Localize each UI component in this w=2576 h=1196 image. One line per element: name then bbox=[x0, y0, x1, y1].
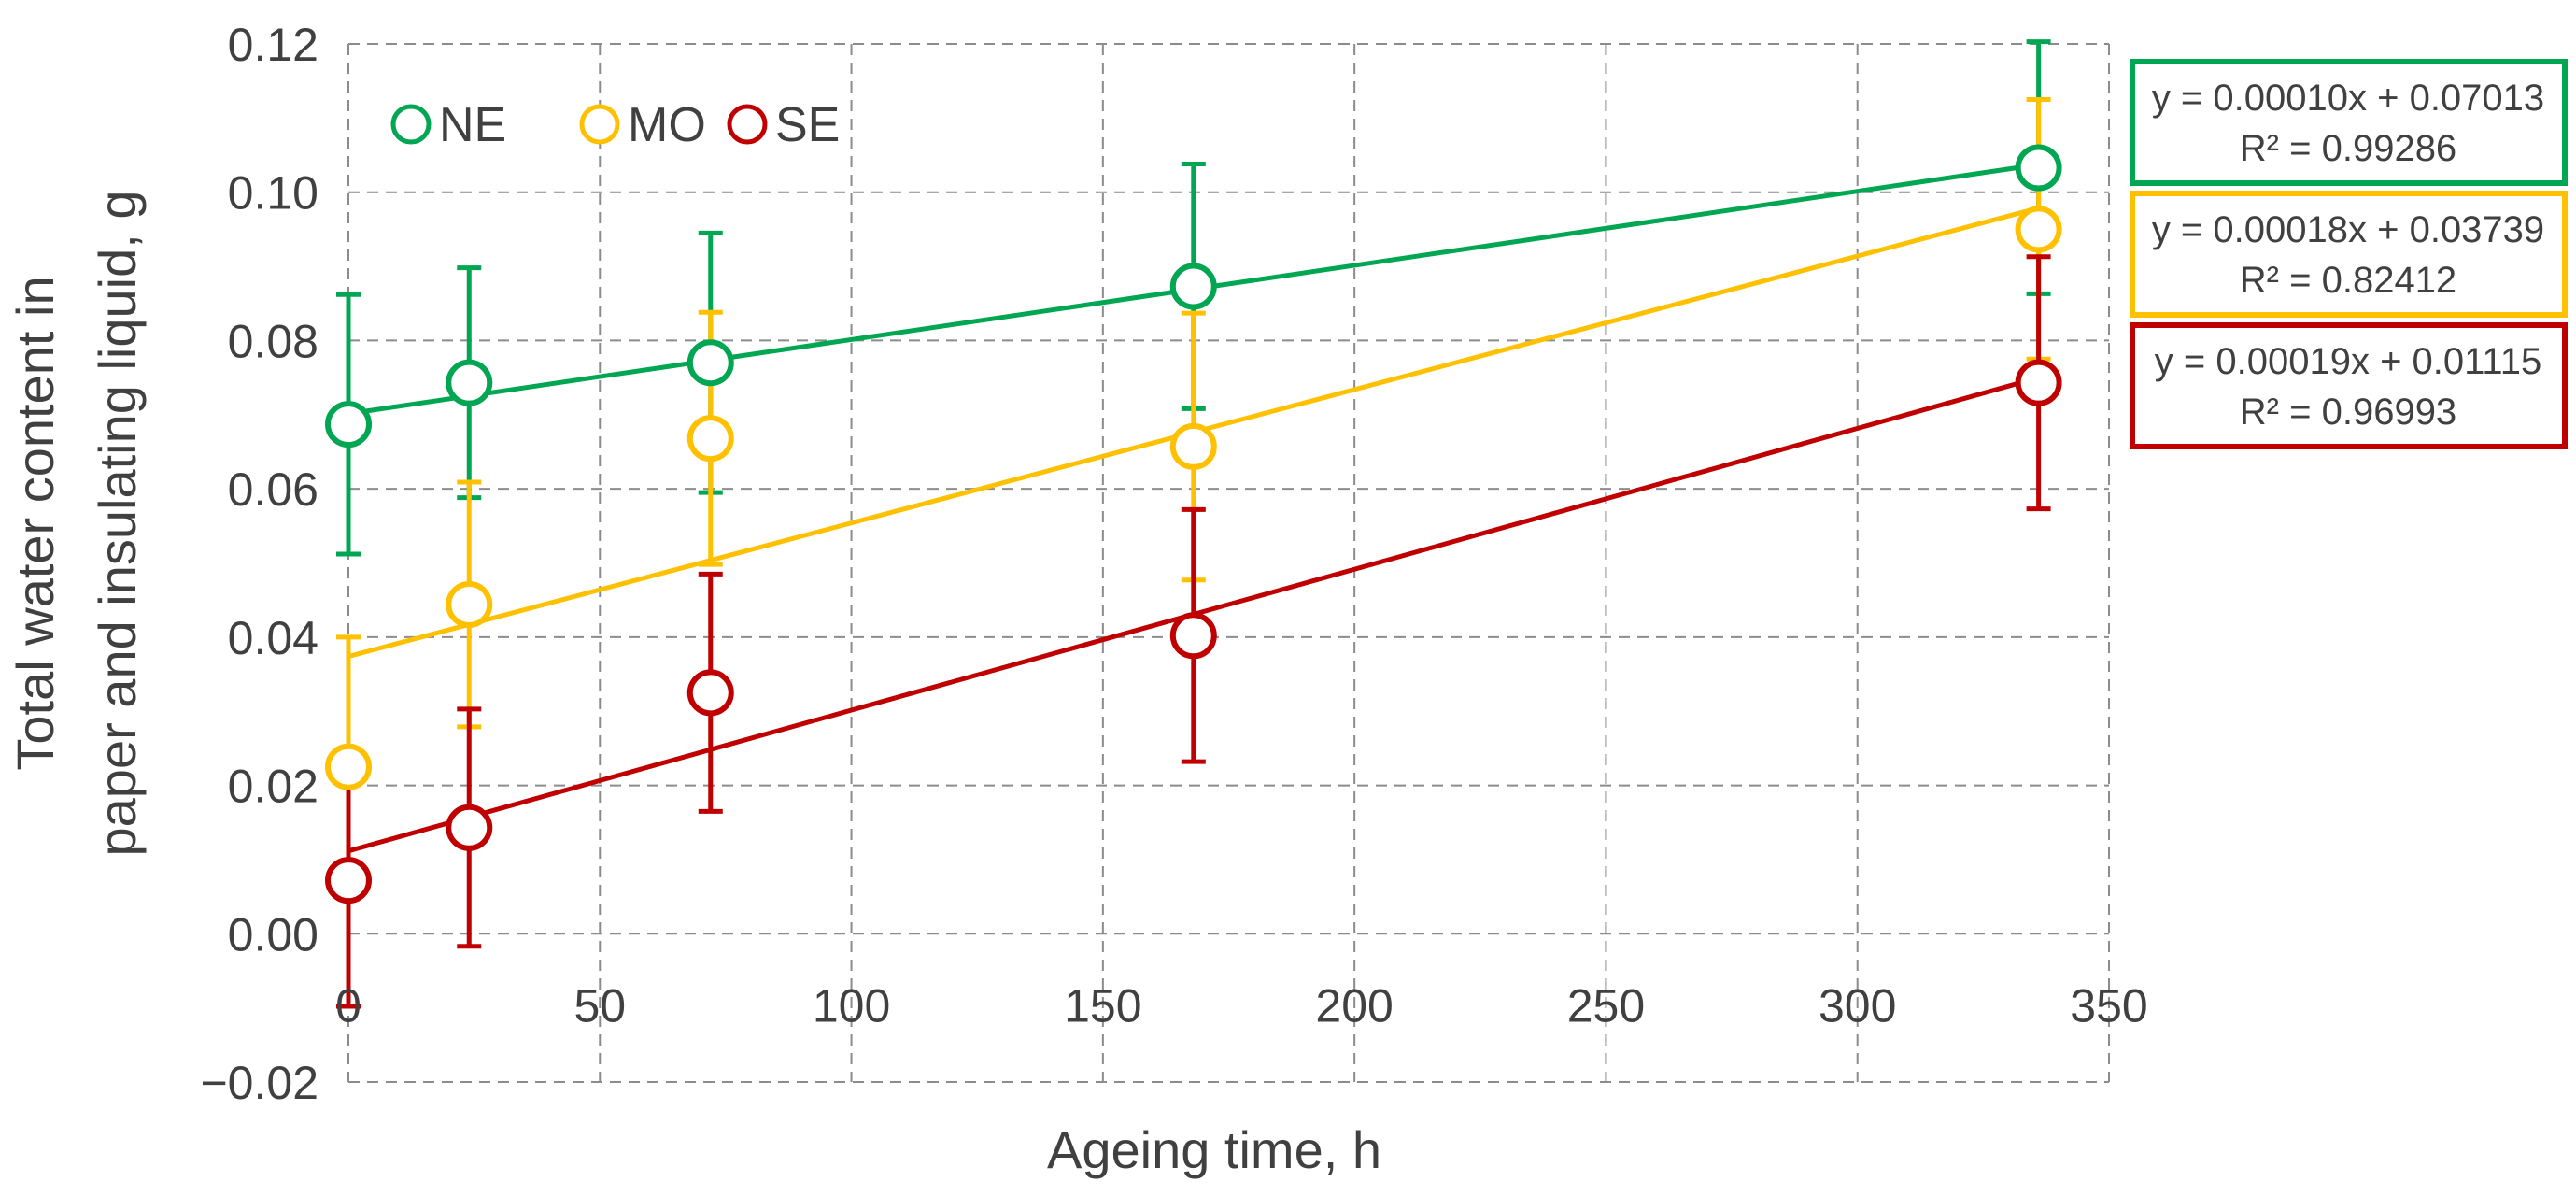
y-tick-label-0-02: 0.02 bbox=[228, 761, 318, 813]
data-point-mo-72 bbox=[686, 415, 734, 463]
legend-label-ne: NE bbox=[439, 98, 506, 152]
data-point-se-168 bbox=[1169, 612, 1217, 660]
legend-marker-se bbox=[727, 104, 768, 145]
equation-mo: y = 0.00018x + 0.03739 bbox=[2152, 209, 2544, 250]
equation-se: y = 0.00019x + 0.01115 bbox=[2155, 341, 2541, 382]
data-point-ne-336 bbox=[2015, 144, 2062, 192]
legend-label-mo: MO bbox=[628, 98, 706, 152]
tick-labels: 0 50 100 150 200 250 300 350 −0.02 0.00 0.02 0.04 0.… bbox=[200, 19, 2147, 1109]
data-point-se-336 bbox=[2015, 359, 2062, 406]
error-bars bbox=[336, 39, 2051, 1009]
equation-box-mo: y = 0.00018x + 0.03739 R² = 0.82412 bbox=[2130, 191, 2568, 318]
legend-marker-mo bbox=[579, 104, 620, 145]
y-axis-title-line-2: paper and insulating liquid, g bbox=[88, 191, 147, 857]
y-tick-label--0-02: −0.02 bbox=[200, 1057, 318, 1109]
y-tick-label-0-1: 0.10 bbox=[228, 167, 318, 220]
legend-item-mo: MO bbox=[579, 98, 706, 152]
data-point-ne-72 bbox=[686, 339, 734, 387]
data-point-ne-24 bbox=[446, 359, 493, 406]
data-point-se-24 bbox=[446, 804, 493, 851]
data-point-ne-168 bbox=[1169, 263, 1217, 310]
legend-item-ne: NE bbox=[390, 98, 506, 152]
x-tick-label-0: 0 bbox=[335, 979, 361, 1032]
legend: NE MO SE bbox=[390, 98, 840, 152]
r-squared-se: R² = 0.96993 bbox=[2240, 392, 2456, 433]
data-point-se-0 bbox=[325, 857, 372, 904]
x-tick-label-300: 300 bbox=[1819, 979, 1896, 1032]
data-point-ne-0 bbox=[325, 401, 372, 448]
r-squared-ne: R² = 0.99286 bbox=[2240, 128, 2456, 169]
x-tick-label-50: 50 bbox=[573, 979, 626, 1032]
y-axis-title-line-1: Total water content in bbox=[6, 276, 64, 770]
legend-item-se: SE bbox=[727, 98, 840, 152]
x-tick-label-250: 250 bbox=[1567, 979, 1645, 1032]
x-tick-label-350: 350 bbox=[2070, 979, 2147, 1032]
legend-marker-ne bbox=[390, 104, 432, 145]
equation-box-se: y = 0.00019x + 0.01115 R² = 0.96993 bbox=[2130, 322, 2568, 449]
data-point-mo-336 bbox=[2015, 206, 2062, 253]
equation-ne: y = 0.00010x + 0.07013 bbox=[2152, 78, 2544, 119]
y-tick-label-0-08: 0.08 bbox=[228, 315, 318, 367]
equation-box-ne-frame bbox=[2130, 59, 2568, 186]
y-tick-label-0-06: 0.06 bbox=[228, 463, 318, 516]
y-axis-title: Total water content in paper and insulat… bbox=[6, 191, 147, 857]
equation-box-ne: y = 0.00010x + 0.07013 R² = 0.99286 bbox=[2130, 59, 2568, 186]
grid bbox=[347, 43, 2110, 1083]
equation-box-se-frame bbox=[2130, 322, 2568, 449]
data-point-mo-0 bbox=[325, 743, 372, 790]
y-tick-label-0: 0.00 bbox=[228, 908, 318, 961]
x-axis-title: Ageing time, h bbox=[1047, 1120, 1381, 1179]
r-squared-mo: R² = 0.82412 bbox=[2240, 260, 2456, 301]
legend-label-se: SE bbox=[775, 98, 840, 152]
x-tick-label-100: 100 bbox=[813, 979, 890, 1032]
y-tick-label-0-04: 0.04 bbox=[228, 612, 318, 664]
equation-box-mo-frame bbox=[2130, 191, 2568, 318]
y-tick-label-0-12: 0.12 bbox=[228, 19, 318, 71]
x-tick-label-150: 150 bbox=[1064, 979, 1141, 1032]
data-point-se-72 bbox=[686, 669, 734, 717]
x-tick-label-200: 200 bbox=[1315, 979, 1393, 1032]
data-points bbox=[325, 144, 2062, 904]
data-point-mo-24 bbox=[446, 580, 493, 628]
data-point-mo-168 bbox=[1169, 422, 1217, 470]
